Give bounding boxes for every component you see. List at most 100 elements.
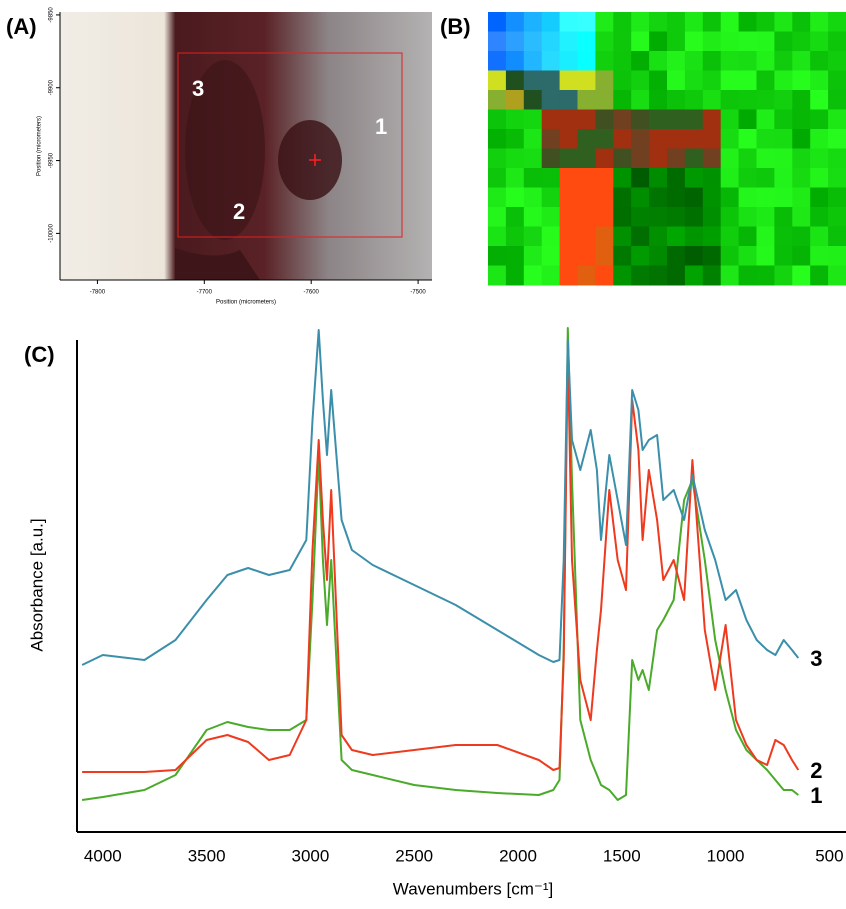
heatmap-cell <box>792 207 811 227</box>
heatmap-cell <box>631 12 650 32</box>
x-tick-label: -7800 <box>90 290 106 296</box>
heatmap-cell <box>523 187 543 208</box>
heatmap-cell <box>756 129 775 149</box>
heatmap-cell <box>792 70 811 91</box>
series-label: 3 <box>810 646 822 671</box>
heatmap-cell <box>505 12 525 32</box>
heatmap-cell <box>649 70 668 91</box>
heatmap-cell <box>595 51 614 71</box>
heatmap-cell <box>702 90 722 110</box>
y-axis-label: Position (micrometers) <box>37 116 43 176</box>
heatmap-cell <box>559 168 578 188</box>
heatmap-cell <box>559 265 578 286</box>
heatmap-cell <box>810 31 829 52</box>
heatmap-cell <box>684 109 704 130</box>
heatmap-cell <box>488 51 507 71</box>
heatmap-cell <box>720 265 740 286</box>
heatmap-cell <box>577 168 596 188</box>
x-tick-label: 1000 <box>707 846 745 865</box>
heatmap-cell <box>720 207 740 227</box>
heatmap-cell <box>756 51 775 71</box>
heatmap-cell <box>505 207 525 227</box>
heatmap-cell <box>738 246 757 266</box>
heatmap-cell <box>756 12 775 32</box>
heatmap-cell <box>792 148 811 169</box>
heatmap-cell <box>488 187 507 208</box>
heatmap-cell <box>828 109 846 130</box>
heatmap-cell <box>595 31 614 52</box>
heatmap-cell <box>792 226 811 247</box>
heatmap-cell <box>577 265 596 286</box>
heatmap-cell <box>810 90 829 110</box>
heatmap-cell <box>667 51 686 71</box>
heatmap-cell <box>756 70 775 91</box>
heatmap-cell <box>631 226 650 247</box>
heatmap-cell <box>559 90 578 110</box>
heatmap-cell <box>828 168 846 188</box>
heatmap-cell <box>738 109 757 130</box>
x-tick-label: 500 <box>815 846 843 865</box>
heatmap-cell <box>595 129 614 149</box>
heatmap-cell <box>810 168 829 188</box>
heatmap-cell <box>738 148 757 169</box>
heatmap-cell <box>756 246 775 266</box>
heatmap-cell <box>505 109 525 130</box>
heatmap-cell <box>577 226 596 247</box>
heatmap-cell <box>702 12 722 32</box>
heatmap-cell <box>828 226 846 247</box>
heatmap-cell <box>720 12 740 32</box>
spectrum-line <box>81 329 800 666</box>
heatmap-cell <box>810 226 829 247</box>
heatmap-cell <box>684 246 704 266</box>
heatmap-cell <box>631 148 650 169</box>
heatmap-cell <box>702 246 722 266</box>
heatmap-cell <box>631 168 650 188</box>
heatmap-cell <box>595 70 614 91</box>
heatmap-cell <box>577 51 596 71</box>
heatmap-cell <box>613 265 632 286</box>
heatmap-cell <box>702 187 722 208</box>
heatmap-cell <box>631 51 650 71</box>
heatmap-cell <box>523 129 543 149</box>
heatmap-cell <box>684 265 704 286</box>
heatmap-cell <box>774 129 793 149</box>
heatmap-cell <box>613 207 632 227</box>
spectrum-line <box>82 349 800 773</box>
heatmap-cell <box>523 265 543 286</box>
heatmap-cell <box>505 246 525 266</box>
heatmap-cell <box>684 31 704 52</box>
heatmap-cell <box>541 207 561 227</box>
heatmap-cell <box>631 246 650 266</box>
heatmap-cell <box>720 51 740 71</box>
heatmap-cell <box>559 187 578 208</box>
heatmap-cell <box>613 246 632 266</box>
heatmap-cell <box>684 51 704 71</box>
heatmap-cell <box>702 70 722 91</box>
region-label: 3 <box>192 76 204 101</box>
heatmap-cell <box>828 129 846 149</box>
heatmap-cell <box>792 31 811 52</box>
heatmap-cell <box>595 90 614 110</box>
heatmap-cell <box>613 51 632 71</box>
x-tick-label: 2500 <box>395 846 433 865</box>
heatmap-cell <box>613 70 632 91</box>
heatmap-cell <box>559 12 578 32</box>
heatmap-cell <box>649 31 668 52</box>
heatmap-cell <box>792 109 811 130</box>
heatmap-cell <box>738 129 757 149</box>
heatmap-cell <box>720 187 740 208</box>
heatmap-cell <box>523 90 543 110</box>
heatmap-cell <box>577 70 596 91</box>
heatmap-cell <box>505 168 525 188</box>
heatmap-cell <box>505 265 525 286</box>
heatmap-cell <box>810 109 829 130</box>
heatmap-cell <box>684 70 704 91</box>
heatmap-cell <box>505 187 525 208</box>
heatmap-cell <box>649 148 668 169</box>
heatmap-cell <box>792 265 811 286</box>
heatmap-cell <box>667 246 686 266</box>
heatmap-cell <box>720 70 740 91</box>
heatmap-cell <box>541 148 561 169</box>
heatmap-cell <box>595 168 614 188</box>
